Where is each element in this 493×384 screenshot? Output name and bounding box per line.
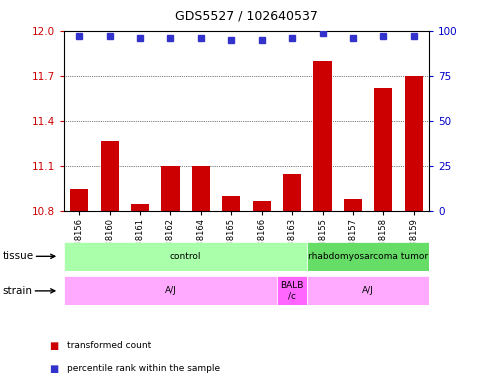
Text: rhabdomyosarcoma tumor: rhabdomyosarcoma tumor [308,252,428,261]
Text: control: control [170,252,202,261]
Bar [222,196,241,211]
Text: tissue: tissue [2,251,55,262]
Text: A/J: A/J [362,286,374,295]
Bar [161,166,179,211]
Text: A/J: A/J [165,286,176,295]
Text: strain: strain [2,286,55,296]
Text: BALB
/c: BALB /c [281,281,304,301]
Bar [344,199,362,211]
Bar [307,242,429,271]
Bar [70,189,88,211]
Bar [374,88,392,211]
Bar [277,276,307,305]
Bar [252,201,271,211]
Bar [307,276,429,305]
Bar [192,166,210,211]
Text: ■: ■ [49,364,59,374]
Bar [101,141,119,211]
Bar [314,61,332,211]
Text: GDS5527 / 102640537: GDS5527 / 102640537 [175,10,318,23]
Text: percentile rank within the sample: percentile rank within the sample [67,364,220,373]
Bar [64,276,277,305]
Bar [131,204,149,211]
Text: ■: ■ [49,341,59,351]
Text: transformed count: transformed count [67,341,151,350]
Bar [405,76,423,211]
Bar [64,242,307,271]
Bar [283,174,301,211]
